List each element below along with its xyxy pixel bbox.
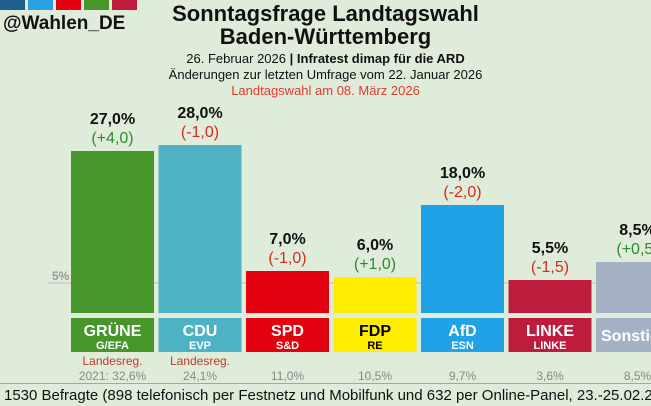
value-label: 6,0%: [357, 237, 393, 254]
handle: @Wahlen_DE: [3, 13, 126, 34]
party-label-box: [71, 318, 154, 352]
value-label: 7,0%: [269, 231, 305, 248]
party-label-box: [421, 318, 504, 352]
bar: [71, 151, 154, 313]
logo-square: [84, 0, 109, 10]
bar: [596, 262, 651, 313]
previous-result: 11,0%: [271, 369, 304, 383]
bar: [421, 205, 504, 313]
title-line2: Baden-Württemberg: [219, 24, 432, 49]
threshold-label: 5%: [52, 269, 70, 283]
change-label: (+1,0): [354, 256, 396, 273]
change-label: (-1,0): [268, 250, 306, 267]
title-line1: Sonntagsfrage Landtagswahl: [172, 1, 479, 26]
logo-square: [112, 0, 137, 10]
party-group: RE: [367, 340, 382, 352]
bar: [158, 145, 242, 313]
government-note: Landesreg.: [170, 354, 230, 368]
logo-square: [28, 0, 53, 10]
party-group: G/EFA: [96, 340, 129, 352]
subtitle-date: 26. Februar 2026 | Infratest dimap für d…: [0, 51, 651, 66]
change-label: (+4,0): [91, 130, 133, 147]
previous-result: 24,1%: [183, 369, 217, 383]
previous-result: 3,6%: [536, 369, 564, 383]
change-label: (-1,5): [531, 259, 569, 276]
value-label: 18,0%: [440, 165, 485, 182]
party-name: AfD: [448, 323, 476, 340]
date: 26. Februar 2026: [186, 51, 286, 66]
bar: [508, 280, 592, 313]
previous-result: 9,7%: [449, 369, 477, 383]
party-group: EVP: [189, 340, 211, 352]
election-note: Landtagswahl am 08. März 2026: [231, 83, 420, 98]
separator: |: [289, 51, 294, 66]
party-group: S&D: [276, 340, 299, 352]
party-group: ESN: [451, 340, 474, 352]
logo-square: [0, 0, 25, 10]
logo-squares: [0, 0, 137, 10]
previous-result: 10,5%: [358, 369, 392, 383]
bar: [333, 277, 417, 313]
previous-result: 2021: 32,6%: [79, 369, 147, 383]
party-label-box: [158, 318, 242, 352]
party-name: FDP: [359, 323, 391, 340]
change-label: (+0,5): [616, 241, 651, 258]
change-label: (-1,0): [181, 124, 219, 141]
changes-note: Änderungen zur letzten Umfrage vom 22. J…: [168, 67, 483, 82]
value-label: 5,5%: [532, 240, 568, 257]
footer-note: 1530 Befragte (898 telefonisch per Festn…: [0, 383, 651, 404]
party-name: CDU: [183, 323, 218, 340]
government-note: Landesreg.: [82, 354, 142, 368]
party-name: LINKE: [526, 323, 574, 340]
institute: Infratest dimap für die ARD: [296, 51, 465, 66]
bar: [246, 271, 329, 313]
value-label: 8,5%: [619, 222, 651, 239]
previous-result: 8,5%: [624, 369, 651, 383]
party-name: Sonstige: [601, 328, 651, 345]
party-label-box: [333, 318, 417, 352]
party-label-box: [508, 318, 592, 352]
value-label: 28,0%: [177, 105, 222, 122]
value-label: 27,0%: [90, 111, 135, 128]
party-name: GRÜNE: [84, 321, 142, 340]
party-name: SPD: [271, 323, 304, 340]
party-label-box: [596, 318, 651, 352]
change-label: (-2,0): [443, 184, 481, 201]
party-label-box: [246, 318, 329, 352]
logo-square: [56, 0, 81, 10]
chart-title: Sonntagsfrage Landtagswahl Baden-Württem…: [0, 2, 651, 48]
party-group: LINKE: [534, 340, 567, 352]
